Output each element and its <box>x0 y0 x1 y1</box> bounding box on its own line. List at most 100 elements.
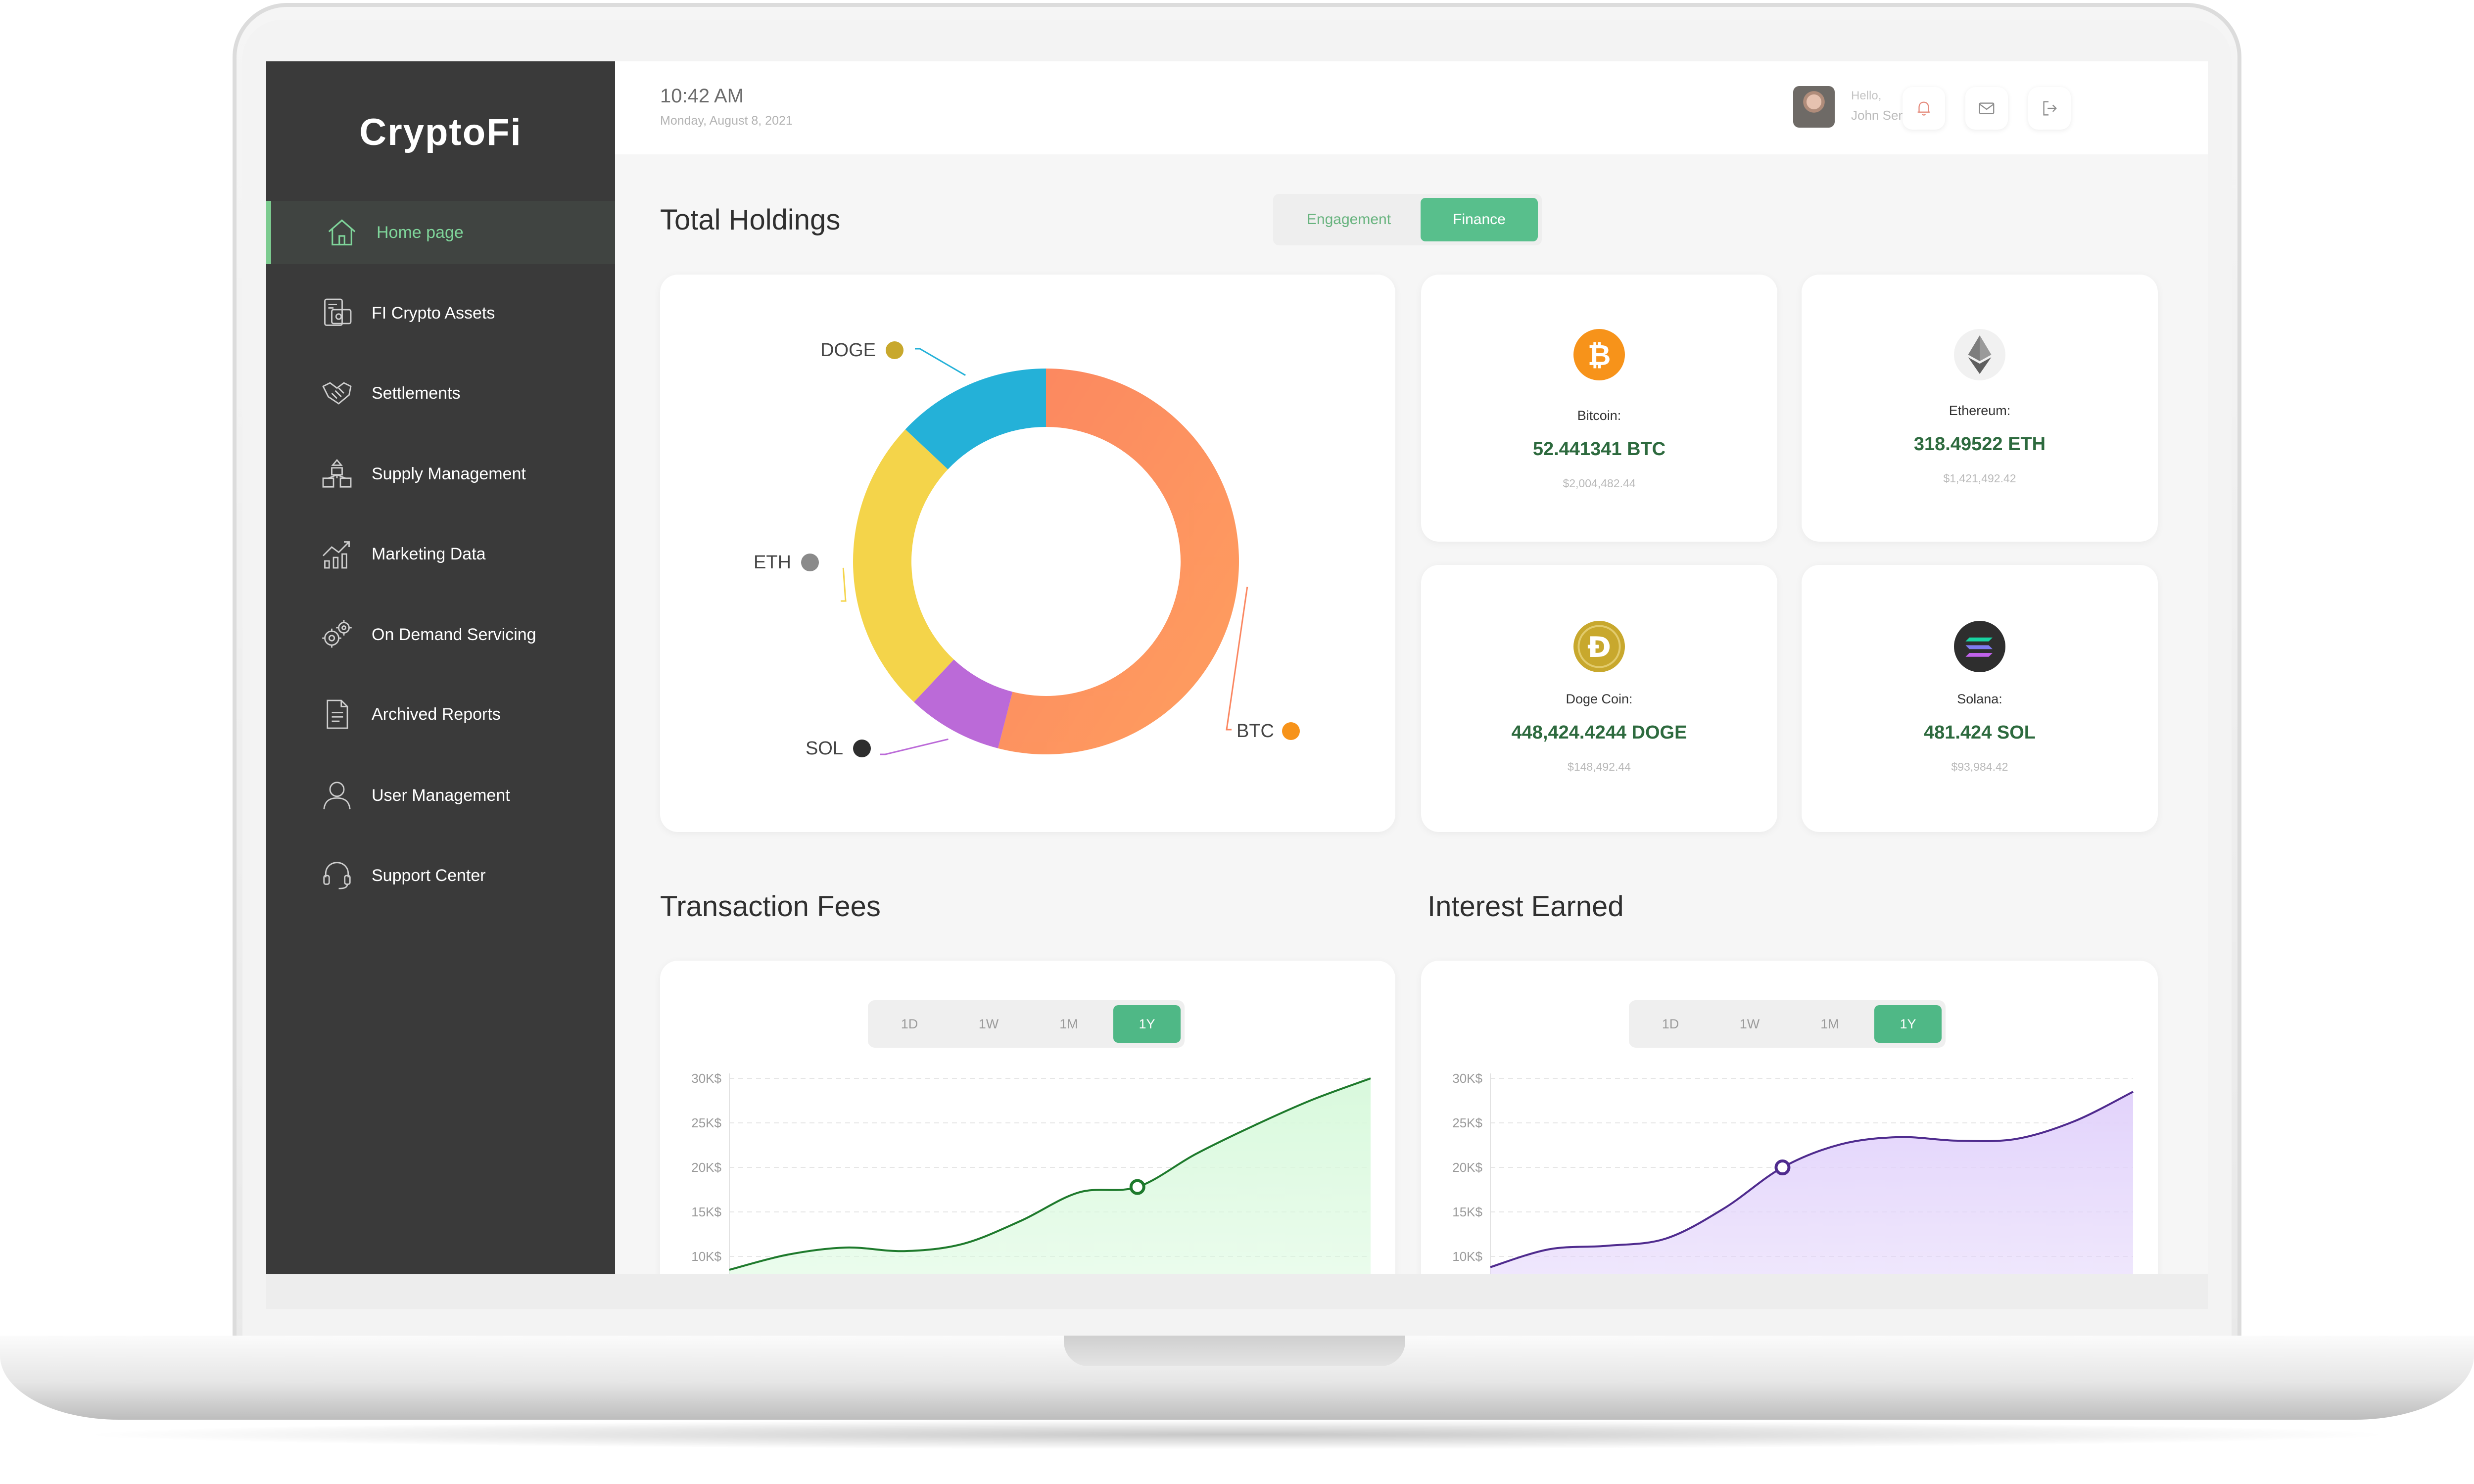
coin-card-ethereum[interactable]: Ethereum: 318.49522 ETH $1,421,492.42 <box>1802 275 2158 542</box>
highlight-point[interactable] <box>1774 1159 1791 1175</box>
donut-slice-sol[interactable] <box>914 659 1013 748</box>
sol-mini-icon <box>853 740 871 757</box>
user-icon <box>323 782 351 810</box>
coin-card-solana[interactable]: Solana: 481.424 SOL $93,984.42 <box>1802 565 2158 832</box>
y-tick-label: 30K$ <box>1452 1071 1482 1086</box>
notifications-button[interactable] <box>1903 87 1945 130</box>
coin-card-dogecoin[interactable]: Đ Doge Coin: 448,424.4244 DOGE $148,492.… <box>1421 565 1777 832</box>
ethereum-icon <box>1954 329 2005 380</box>
headset-icon <box>323 862 351 889</box>
clock-time: 10:42 AM <box>660 85 744 107</box>
handshake-icon <box>322 382 352 405</box>
donut-label-btc: BTC <box>1237 721 1274 742</box>
sidebar-item-label: Settlements <box>372 383 461 403</box>
brand-logo[interactable]: CryptoFi <box>359 111 522 153</box>
sidebar-item-label: User Management <box>372 786 510 805</box>
sidebar-item-archived[interactable]: Archived Reports <box>266 683 615 746</box>
interest-earned-title: Interest Earned <box>1427 890 1624 923</box>
series-line <box>729 1077 1371 1271</box>
range-tab-1m[interactable]: 1M <box>1059 1017 1078 1031</box>
donut-leader-line <box>915 348 966 376</box>
dogecoin-icon: Đ <box>1573 621 1625 672</box>
range-tab-1y[interactable]: 1Y <box>1874 1005 1942 1043</box>
bell-icon <box>1917 101 1930 116</box>
sidebar-item-label: Support Center <box>372 866 486 885</box>
interest-range-tabs: 1D 1W 1M 1Y <box>1629 1000 1946 1048</box>
donut-label-doge: DOGE <box>820 340 876 361</box>
y-tick-label: 25K$ <box>691 1115 721 1130</box>
holdings-donut-card: BTC SOL ETH DOGE <box>660 275 1395 832</box>
coin-amount: 481.424 SOL <box>1923 722 2036 743</box>
sidebar-item-label: FI Crypto Assets <box>372 303 495 323</box>
range-tab-1m[interactable]: 1M <box>1820 1017 1839 1031</box>
btc-mini-icon <box>1282 722 1300 740</box>
y-tick-label: 15K$ <box>1452 1205 1482 1219</box>
home-icon <box>328 219 356 246</box>
coin-name: Bitcoin: <box>1577 408 1621 423</box>
donut-leader-line <box>1226 587 1248 731</box>
coin-name: Doge Coin: <box>1566 692 1633 706</box>
holdings-donut-chart: BTC SOL ETH DOGE <box>754 340 1300 759</box>
range-tab-1w[interactable]: 1W <box>1739 1017 1760 1031</box>
sidebar-item-home[interactable]: Home page <box>266 201 615 264</box>
sidebar-item-label: Supply Management <box>372 464 526 483</box>
interest-earned-card: 1D 1W 1M 1Y 30K$ 25K$ 20K$ 15K$ 10K$ <box>1421 961 2158 1274</box>
top-header: 10:42 AM Monday, August 8, 2021 Hello, J… <box>615 61 2208 154</box>
range-tab-1y[interactable]: 1Y <box>1113 1005 1181 1043</box>
logout-button[interactable] <box>2028 87 2071 130</box>
sidebar-item-crypto-assets[interactable]: FI Crypto Assets <box>266 281 615 345</box>
mail-icon <box>1979 102 1995 114</box>
messages-button[interactable] <box>1965 87 2008 130</box>
sidebar: CryptoFi Home page FI Crypto Assets Sett… <box>266 61 615 1274</box>
y-tick-label: 30K$ <box>691 1071 721 1086</box>
range-tab-1d[interactable]: 1D <box>901 1017 918 1031</box>
interest-earned-chart: 30K$ 25K$ 20K$ 15K$ 10K$ <box>1452 1071 2134 1274</box>
eth-mini-icon <box>801 554 819 571</box>
donut-slice-btc[interactable] <box>998 369 1239 754</box>
donut-label-eth: ETH <box>754 552 791 573</box>
sidebar-item-label: Archived Reports <box>372 704 501 724</box>
solana-icon <box>1954 621 2005 672</box>
sidebar-item-label: On Demand Servicing <box>372 625 536 644</box>
document-icon <box>327 699 348 729</box>
coin-card-bitcoin[interactable]: ₿ Bitcoin: 52.441341 BTC $2,004,482.44 <box>1421 275 1777 542</box>
sidebar-item-support[interactable]: Support Center <box>266 844 615 907</box>
toggle-engagement[interactable]: Engagement <box>1306 211 1391 228</box>
coin-usd-value: $93,984.42 <box>1951 760 2008 773</box>
sidebar-item-supply[interactable]: Supply Management <box>266 442 615 506</box>
series-line <box>1490 1091 2134 1268</box>
svg-text:Đ: Đ <box>1587 631 1611 664</box>
sidebar-item-settlements[interactable]: Settlements <box>266 362 615 425</box>
avatar[interactable] <box>1793 86 1835 128</box>
donut-slice-doge[interactable] <box>905 369 1046 469</box>
coin-amount: 318.49522 ETH <box>1913 434 2046 455</box>
y-tick-label: 20K$ <box>1452 1160 1482 1175</box>
y-tick-label: 15K$ <box>691 1205 721 1219</box>
sidebar-item-marketing[interactable]: Marketing Data <box>266 522 615 586</box>
coin-amount: 448,424.4244 DOGE <box>1511 722 1687 743</box>
y-tick-label: 20K$ <box>691 1160 721 1175</box>
range-tab-1d[interactable]: 1D <box>1662 1017 1679 1031</box>
y-tick-label: 10K$ <box>691 1249 721 1264</box>
range-tab-1w[interactable]: 1W <box>978 1017 999 1031</box>
donut-leader-line <box>841 567 847 602</box>
coin-name: Solana: <box>1957 692 2002 706</box>
y-tick-label: 25K$ <box>1452 1115 1482 1130</box>
y-tick-label: 10K$ <box>1452 1249 1482 1264</box>
coin-name: Ethereum: <box>1949 403 2011 418</box>
area-fill <box>729 1078 1371 1274</box>
sidebar-item-on-demand[interactable]: On Demand Servicing <box>266 603 615 666</box>
highlight-point[interactable] <box>1129 1179 1145 1195</box>
gears-icon <box>322 620 352 648</box>
donut-label-sol: SOL <box>806 738 843 759</box>
total-holdings-title: Total Holdings <box>660 204 841 236</box>
sidebar-item-label: Home page <box>377 223 464 242</box>
wallet-icon <box>324 298 352 326</box>
sidebar-item-users[interactable]: User Management <box>266 764 615 827</box>
logout-icon <box>2043 101 2057 116</box>
donut-slice-eth[interactable] <box>853 429 954 702</box>
username[interactable]: John Sena <box>1851 108 1913 123</box>
coin-usd-value: $148,492.44 <box>1568 760 1631 773</box>
donut-leader-line <box>880 738 949 755</box>
toggle-finance[interactable]: Finance <box>1421 198 1538 241</box>
